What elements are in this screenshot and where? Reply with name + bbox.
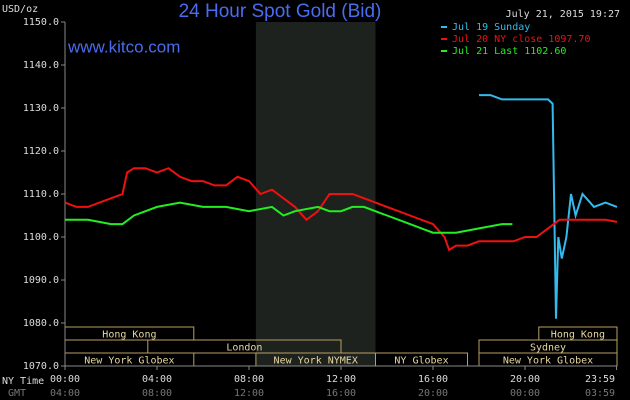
y-tick-label: 1140.0 [23, 60, 59, 71]
session-label: London [226, 343, 262, 354]
gmt-tick-label: 20:00 [418, 388, 448, 399]
session-label: Sydney [530, 343, 566, 354]
y-tick-label: 1080.0 [23, 318, 59, 329]
x-tick-label: 12:00 [326, 374, 356, 385]
session-bar [147, 339, 342, 354]
session-label: NY Globex [394, 356, 448, 367]
timestamp: July 21, 2015 19:27 [506, 9, 620, 20]
gmt-tick-label: 08:00 [142, 388, 172, 399]
gmt-tick-label: 16:00 [326, 388, 356, 399]
price-line [64, 167, 618, 252]
price-line [65, 201, 513, 234]
y-label: USD/oz [2, 4, 38, 15]
gmt-tick-label: 03:59 [585, 388, 615, 399]
x-tick-label: 04:00 [142, 374, 172, 385]
legend-entry: Jul 20 NY close 1097.70 [452, 34, 590, 45]
y-tick-label: 1090.0 [23, 275, 59, 286]
x-tick-label: 00:00 [50, 374, 80, 385]
session-label: New York Globex [84, 356, 174, 367]
shaded-region [255, 22, 376, 366]
y-tick-label: 1120.0 [23, 146, 59, 157]
gmt-tick-label: 12:00 [234, 388, 264, 399]
watermark: www.kitco.com [67, 37, 180, 56]
gmt-tick-label: 00:00 [510, 388, 540, 399]
price-line [479, 94, 618, 319]
session-label: Hong Kong [102, 330, 156, 341]
chart-title: 24 Hour Spot Gold (Bid) [179, 1, 382, 22]
x-tick-label: 20:00 [510, 374, 540, 385]
session-label: New York NYMEX [274, 356, 358, 367]
y-tick-label: 1110.0 [23, 189, 59, 200]
x-tick-label: 23:59 [585, 374, 615, 385]
session-label: New York Globex [503, 356, 593, 367]
legend-entry: Jul 21 Last 1102.60 [452, 46, 566, 57]
session-label: Hong Kong [551, 330, 605, 341]
y-tick-label: 1130.0 [23, 103, 59, 114]
x2-label: GMT [8, 388, 26, 399]
gmt-tick-label: 04:00 [50, 388, 80, 399]
y-tick-label: 1150.0 [23, 17, 59, 28]
y-tick-label: 1100.0 [23, 232, 59, 243]
x-tick-label: 16:00 [418, 374, 448, 385]
legend-entry: Jul 19 Sunday [452, 22, 530, 33]
y-tick-label: 1070.0 [23, 361, 59, 372]
x-tick-label: 08:00 [234, 374, 264, 385]
x-label: NY Time [2, 376, 44, 387]
